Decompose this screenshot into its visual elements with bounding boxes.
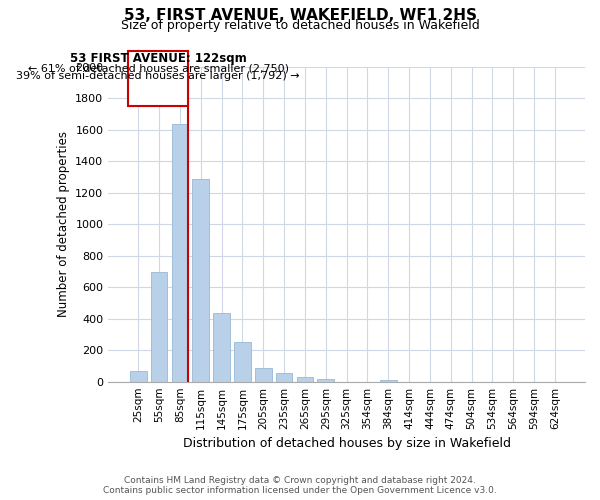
Text: Contains HM Land Registry data © Crown copyright and database right 2024.
Contai: Contains HM Land Registry data © Crown c… [103, 476, 497, 495]
X-axis label: Distribution of detached houses by size in Wakefield: Distribution of detached houses by size … [182, 437, 511, 450]
Y-axis label: Number of detached properties: Number of detached properties [56, 131, 70, 317]
Bar [296, 377, 313, 382]
Bar [234, 342, 251, 382]
Bar [193, 180, 209, 382]
Text: Size of property relative to detached houses in Wakefield: Size of property relative to detached ho… [121, 18, 479, 32]
Bar [276, 374, 292, 382]
Bar [172, 124, 188, 382]
Text: 53, FIRST AVENUE, WAKEFIELD, WF1 2HS: 53, FIRST AVENUE, WAKEFIELD, WF1 2HS [124, 8, 476, 22]
Bar [255, 368, 272, 382]
Text: 39% of semi-detached houses are larger (1,792) →: 39% of semi-detached houses are larger (… [16, 71, 300, 81]
Text: 53 FIRST AVENUE: 122sqm: 53 FIRST AVENUE: 122sqm [70, 52, 247, 65]
FancyBboxPatch shape [128, 51, 188, 106]
Bar [130, 372, 146, 382]
Bar [213, 313, 230, 382]
Bar [317, 379, 334, 382]
Bar [151, 272, 167, 382]
Bar [380, 380, 397, 382]
Text: ← 61% of detached houses are smaller (2,750): ← 61% of detached houses are smaller (2,… [28, 63, 289, 73]
